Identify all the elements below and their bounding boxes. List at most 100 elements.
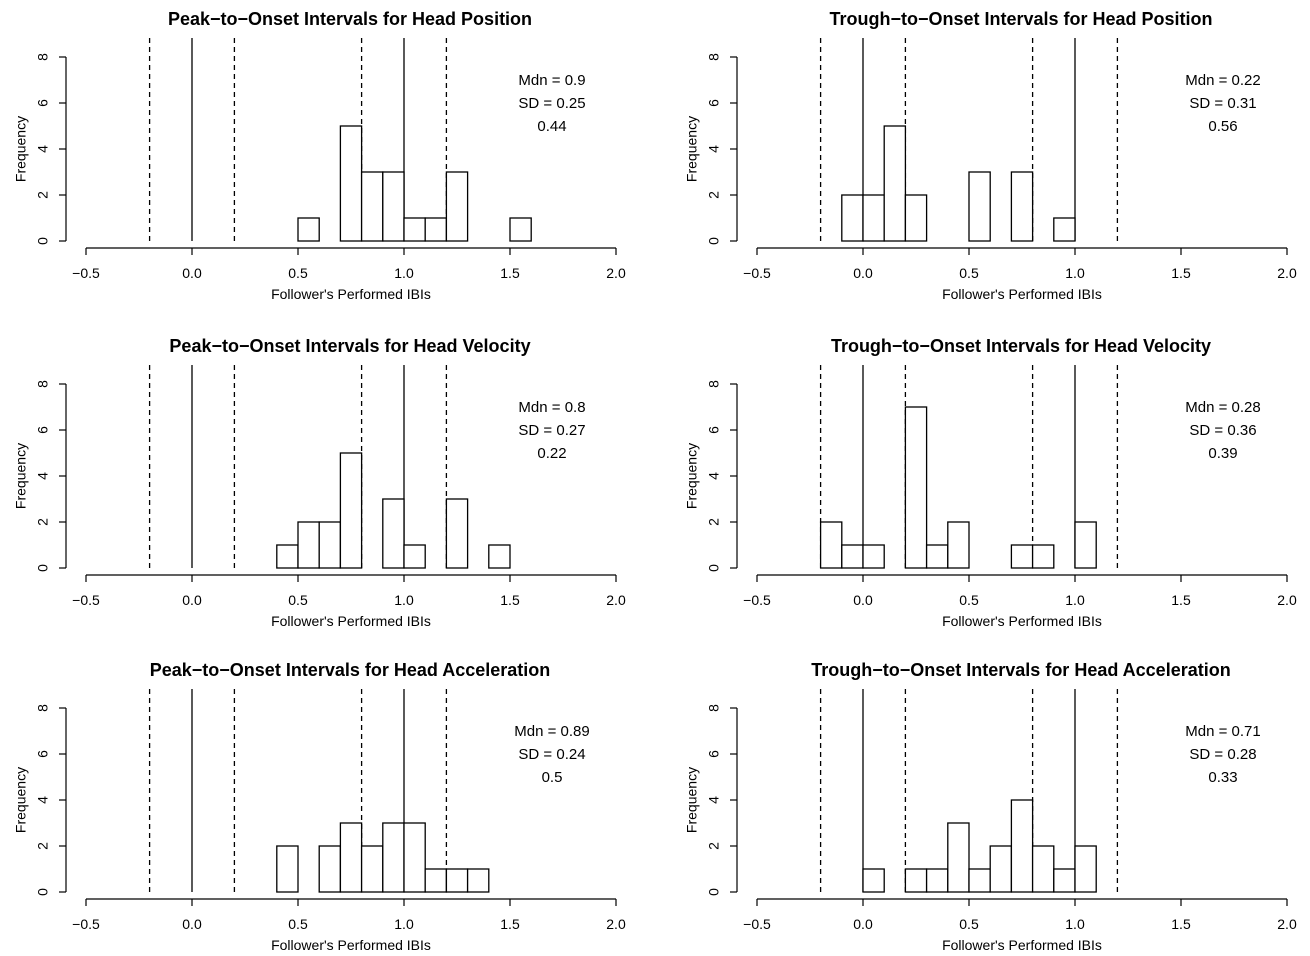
y-tick-label: 6: [706, 750, 722, 758]
x-tick-label: 1.5: [500, 265, 520, 281]
y-tick-label: 4: [35, 145, 51, 153]
y-tick-label: 8: [35, 53, 51, 61]
histogram-panel: Trough−to−Onset Intervals for Head Veloc…: [684, 336, 1297, 629]
chart-title: Trough−to−Onset Intervals for Head Veloc…: [831, 336, 1211, 356]
y-tick-label: 6: [706, 426, 722, 434]
y-tick-label: 8: [706, 704, 722, 712]
histogram-bar: [424, 868, 448, 893]
stat-annotation: 0.56: [1208, 118, 1237, 135]
histogram-bar: [862, 868, 885, 893]
histogram-bar: [276, 845, 299, 893]
x-axis-label: Follower's Performed IBIs: [271, 286, 431, 302]
histogram-bar: [1053, 217, 1076, 242]
histogram-bar: [841, 194, 864, 242]
x-tick-label: 0.0: [182, 916, 202, 932]
x-tick-label: 0.0: [853, 265, 873, 281]
histogram-bar: [360, 171, 384, 242]
histogram-bar: [318, 521, 342, 569]
x-tick-label: 1.5: [500, 916, 520, 932]
y-tick-label: 2: [706, 191, 722, 199]
stat-annotation: 0.39: [1208, 445, 1237, 462]
histogram-bar: [360, 845, 384, 893]
histogram-bar: [339, 822, 363, 893]
y-axis-label: Frequency: [684, 443, 700, 509]
y-tick-label: 6: [35, 426, 51, 434]
histogram-bar: [1010, 799, 1034, 893]
histogram-bar: [925, 868, 949, 893]
histogram-bar: [968, 868, 991, 893]
x-tick-label: 1.5: [1171, 265, 1191, 281]
histogram-bar: [297, 217, 320, 242]
y-tick-label: 4: [706, 145, 722, 153]
stat-annotation: Mdn = 0.8: [518, 399, 585, 416]
x-tick-label: −0.5: [743, 592, 771, 608]
x-axis-label: Follower's Performed IBIs: [271, 937, 431, 953]
histogram-panel: Peak−to−Onset Intervals for Head Positio…: [13, 9, 626, 302]
histogram-bar: [904, 868, 928, 893]
histogram-bar: [862, 544, 885, 569]
histogram-bar: [947, 822, 970, 893]
x-tick-label: 0.5: [288, 592, 308, 608]
histogram-bar: [1053, 868, 1076, 893]
y-tick-label: 2: [706, 842, 722, 850]
stat-annotation: 0.22: [537, 445, 566, 462]
histogram-bar: [904, 194, 928, 242]
x-axis-label: Follower's Performed IBIs: [942, 613, 1102, 629]
histogram-bar: [989, 845, 1013, 893]
histogram-bar: [904, 406, 928, 569]
x-tick-label: 1.0: [1065, 916, 1085, 932]
chart-title: Trough−to−Onset Intervals for Head Posit…: [829, 9, 1212, 29]
histogram-panel: Trough−to−Onset Intervals for Head Accel…: [684, 660, 1297, 953]
stat-annotation: Mdn = 0.22: [1185, 72, 1260, 89]
chart-title: Peak−to−Onset Intervals for Head Acceler…: [150, 660, 551, 680]
histogram-bar: [925, 544, 949, 569]
histogram-bar: [276, 544, 299, 569]
y-tick-label: 0: [35, 888, 51, 896]
y-axis-label: Frequency: [684, 767, 700, 833]
stat-annotation: 0.5: [542, 769, 563, 786]
x-tick-label: 0.0: [182, 265, 202, 281]
histogram-bar: [1074, 845, 1097, 893]
stat-annotation: Mdn = 0.71: [1185, 723, 1260, 740]
y-tick-label: 4: [35, 796, 51, 804]
histogram-bar: [445, 171, 469, 242]
chart-title: Peak−to−Onset Intervals for Head Positio…: [168, 9, 532, 29]
histogram-bar: [509, 217, 532, 242]
histogram-bar: [403, 822, 426, 893]
y-tick-label: 6: [706, 99, 722, 107]
x-axis-label: Follower's Performed IBIs: [942, 937, 1102, 953]
stat-annotation: SD = 0.36: [1189, 422, 1256, 439]
y-tick-label: 6: [35, 750, 51, 758]
y-axis-label: Frequency: [13, 116, 29, 182]
stat-annotation: Mdn = 0.28: [1185, 399, 1260, 416]
histogram-bar: [403, 544, 426, 569]
y-tick-label: 4: [706, 796, 722, 804]
chart-title: Trough−to−Onset Intervals for Head Accel…: [811, 660, 1230, 680]
stat-annotation: SD = 0.28: [1189, 746, 1256, 763]
x-tick-label: 1.0: [394, 592, 414, 608]
y-tick-label: 2: [35, 842, 51, 850]
histogram-bar: [488, 544, 511, 569]
histogram-bar: [1074, 521, 1097, 569]
stat-annotation: SD = 0.24: [518, 746, 585, 763]
x-tick-label: 1.5: [1171, 916, 1191, 932]
y-tick-label: 8: [35, 704, 51, 712]
x-tick-label: 1.5: [500, 592, 520, 608]
histogram-bar: [1031, 845, 1055, 893]
stat-annotation: Mdn = 0.9: [518, 72, 585, 89]
x-tick-label: −0.5: [72, 265, 100, 281]
stat-annotation: SD = 0.25: [518, 95, 585, 112]
y-axis-label: Frequency: [684, 116, 700, 182]
y-tick-label: 8: [706, 380, 722, 388]
y-tick-label: 6: [35, 99, 51, 107]
x-tick-label: 0.5: [288, 265, 308, 281]
x-tick-label: 0.0: [853, 592, 873, 608]
histogram-bar: [339, 125, 363, 242]
y-axis-label: Frequency: [13, 767, 29, 833]
x-tick-label: 0.5: [959, 592, 979, 608]
histogram-bar: [382, 171, 405, 242]
histogram-bar: [1010, 544, 1034, 569]
x-tick-label: 2.0: [1277, 265, 1297, 281]
histogram-panel: Peak−to−Onset Intervals for Head Velocit…: [13, 336, 626, 629]
